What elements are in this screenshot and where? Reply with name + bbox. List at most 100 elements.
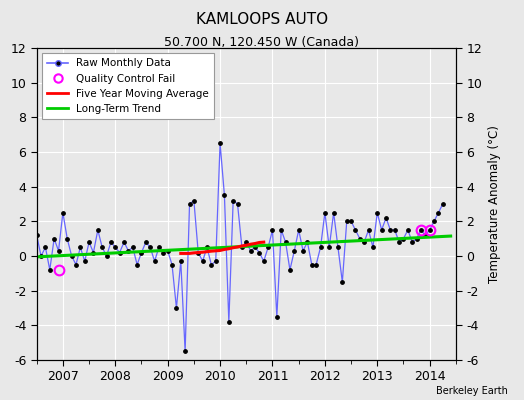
Point [225, 319, 233, 325]
Point [111, 244, 119, 250]
Point [50, 236, 58, 242]
Point [242, 239, 250, 245]
Point [382, 215, 390, 221]
Point [128, 244, 137, 250]
Point [194, 249, 202, 256]
Point [251, 244, 259, 250]
Point [19, 262, 28, 268]
Point [369, 244, 377, 250]
Point [439, 201, 447, 207]
Point [238, 244, 246, 250]
Point [10, 227, 19, 233]
Y-axis label: Temperature Anomaly (°C): Temperature Anomaly (°C) [488, 125, 501, 283]
Point [308, 262, 316, 268]
Point [343, 218, 351, 224]
Point [120, 239, 128, 245]
Point [312, 262, 320, 268]
Point [356, 236, 364, 242]
Point [216, 140, 224, 146]
Point [168, 262, 176, 268]
Point [94, 227, 102, 233]
Point [334, 244, 342, 250]
Point [399, 236, 408, 242]
Point [351, 227, 359, 233]
Point [102, 253, 111, 259]
Legend: Raw Monthly Data, Quality Control Fail, Five Year Moving Average, Long-Term Tren: Raw Monthly Data, Quality Control Fail, … [42, 53, 214, 119]
Point [141, 239, 150, 245]
Point [6, 210, 15, 216]
Point [76, 244, 84, 250]
Point [373, 210, 381, 216]
Point [316, 244, 325, 250]
Point [203, 244, 211, 250]
Point [59, 210, 67, 216]
Point [229, 197, 237, 204]
Point [338, 279, 346, 285]
Point [408, 239, 417, 245]
Point [395, 239, 403, 245]
Point [264, 244, 272, 250]
Point [177, 258, 185, 264]
Point [255, 249, 264, 256]
Point [321, 210, 329, 216]
Point [286, 267, 294, 273]
Point [89, 249, 97, 256]
Point [325, 244, 333, 250]
Point [37, 253, 45, 259]
Text: Berkeley Earth: Berkeley Earth [436, 386, 508, 396]
Point [133, 262, 141, 268]
Point [28, 249, 37, 256]
Point [281, 239, 290, 245]
Point [24, 239, 32, 245]
Point [330, 210, 338, 216]
Point [54, 248, 63, 254]
Point [434, 210, 443, 216]
Point [81, 258, 89, 264]
Text: KAMLOOPS AUTO: KAMLOOPS AUTO [196, 12, 328, 27]
Point [268, 227, 277, 233]
Point [185, 201, 194, 207]
Point [137, 249, 146, 256]
Point [190, 197, 198, 204]
Point [390, 227, 399, 233]
Point [259, 258, 268, 264]
Point [421, 232, 430, 238]
Point [212, 258, 220, 264]
Point [425, 227, 434, 233]
Point [124, 248, 133, 254]
Point [303, 239, 312, 245]
Point [107, 239, 115, 245]
Point [85, 239, 93, 245]
Point [163, 248, 172, 254]
Point [360, 239, 368, 245]
Point [364, 227, 373, 233]
Point [68, 253, 76, 259]
Point [417, 227, 425, 233]
Point [246, 248, 255, 254]
Point [146, 244, 155, 250]
Point [377, 227, 386, 233]
Point [347, 218, 355, 224]
Point [403, 227, 412, 233]
Point [272, 314, 281, 320]
Point [220, 192, 228, 198]
Point [72, 262, 80, 268]
Point [150, 258, 159, 264]
Point [15, 244, 24, 250]
Point [32, 232, 41, 238]
Point [46, 267, 54, 273]
Point [172, 305, 181, 311]
Point [98, 244, 106, 250]
Point [159, 249, 168, 256]
Point [412, 236, 421, 242]
Point [63, 236, 71, 242]
Point [299, 248, 307, 254]
Point [41, 244, 50, 250]
Point [290, 248, 299, 254]
Point [386, 227, 395, 233]
Point [294, 227, 303, 233]
Point [199, 258, 207, 264]
Point [430, 218, 438, 224]
Point [277, 227, 286, 233]
Point [207, 262, 215, 268]
